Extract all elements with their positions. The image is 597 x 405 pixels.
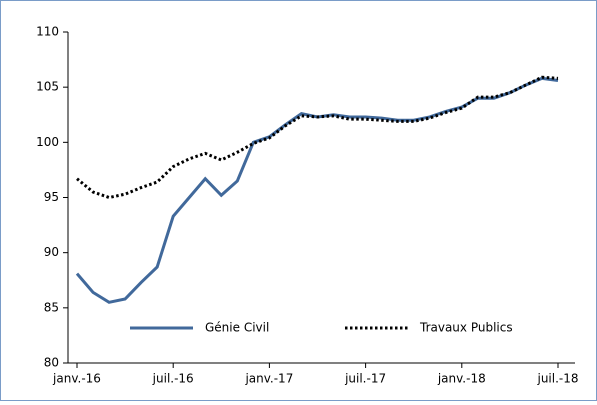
x-tick-label: janv.-18: [437, 372, 486, 386]
y-tick-label: 95: [44, 190, 59, 204]
x-tick-label: juil.-16: [152, 372, 194, 386]
y-tick-label: 85: [44, 300, 59, 314]
x-tick-label: juil.-17: [344, 372, 386, 386]
y-tick-label: 80: [44, 356, 59, 370]
y-tick-label: 90: [44, 245, 59, 259]
x-tick-label: juil.-18: [536, 372, 578, 386]
x-tick-label: janv.-16: [52, 372, 101, 386]
series-line: [76, 75, 559, 200]
y-tick-label: 105: [36, 80, 59, 94]
legend-label: Travaux Publics: [419, 321, 513, 335]
y-tick-label: 110: [36, 25, 59, 39]
y-tick-label: 100: [36, 135, 59, 149]
x-tick-label: janv.-17: [244, 372, 293, 386]
legend-label: Génie Civil: [205, 321, 269, 335]
